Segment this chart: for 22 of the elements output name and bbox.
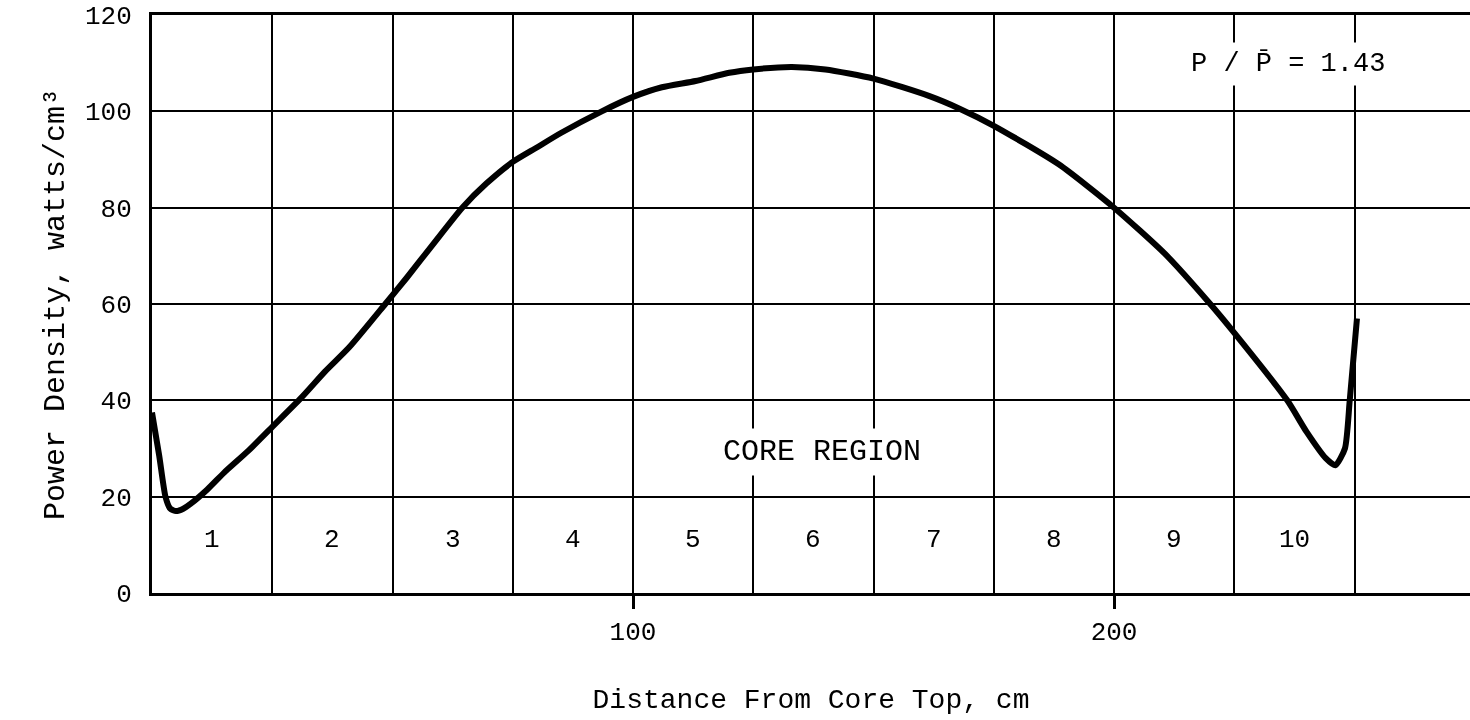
x-axis-title: Distance From Core Top, cm — [592, 685, 1030, 717]
annotation: 10 — [1279, 525, 1311, 555]
annotation: CORE REGION — [723, 435, 922, 469]
y-tick-label: 20 — [100, 483, 132, 514]
y-tick-label: 80 — [100, 194, 132, 225]
annotation: P / P̄ = 1.43 — [1191, 49, 1386, 79]
annotation: 6 — [805, 525, 821, 555]
annotation: 4 — [565, 525, 581, 555]
y-axis-title: Power Density, watts/cm³ — [38, 87, 73, 521]
annotation: 2 — [324, 525, 340, 555]
y-tick-label: 0 — [116, 580, 132, 611]
annotation: 5 — [685, 525, 701, 555]
y-tick-label: 40 — [100, 387, 132, 418]
y-tick-label: 60 — [100, 291, 132, 322]
annotation: 7 — [926, 525, 942, 555]
x-tick-label: 200 — [1090, 618, 1138, 649]
annotation: 1 — [204, 525, 220, 555]
annotation: 8 — [1046, 525, 1062, 555]
y-tick-label: 120 — [84, 2, 132, 33]
annotation: 3 — [445, 525, 461, 555]
y-tick-label: 100 — [84, 98, 132, 129]
annotation: 9 — [1166, 525, 1182, 555]
